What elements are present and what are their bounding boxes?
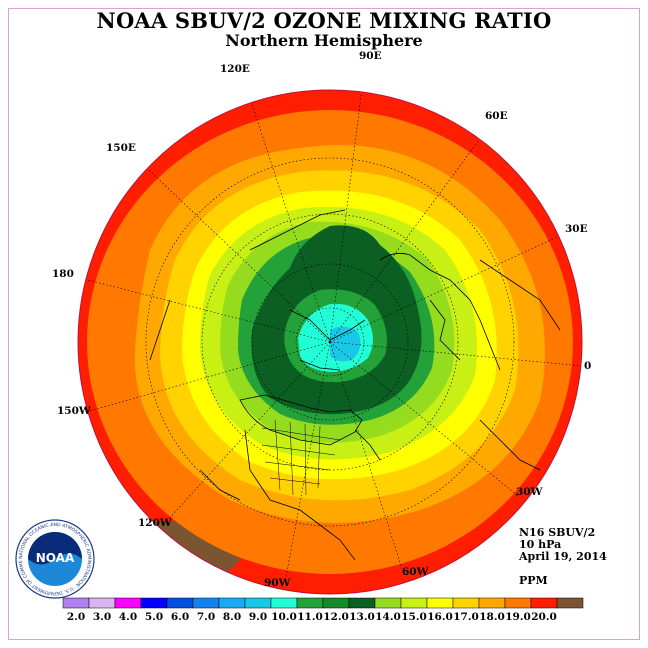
lon-label-60w: 60W bbox=[402, 566, 429, 578]
colorbar-label: 18.0 bbox=[479, 611, 505, 623]
map-outline bbox=[77, 89, 583, 595]
colorbar-swatch bbox=[504, 597, 532, 609]
page-subtitle: Northern Hemisphere bbox=[225, 31, 423, 50]
logo-text: NOAA bbox=[36, 551, 75, 565]
colorbar-label: 10.0 bbox=[271, 611, 297, 623]
noaa-logo: NATIONAL OCEANIC AND ATMOSPHERIC ADMINIS… bbox=[14, 518, 95, 599]
band-8-9 bbox=[330, 326, 361, 362]
colorbar-swatch bbox=[374, 597, 402, 609]
graticule bbox=[78, 90, 582, 583]
lon-label-150w: 150W bbox=[57, 405, 91, 417]
colorbar-swatch bbox=[166, 597, 194, 609]
colorbar-swatch bbox=[270, 597, 298, 609]
plot-frame bbox=[8, 8, 640, 640]
units-label: PPM bbox=[519, 574, 548, 587]
lon-label-90w: 90W bbox=[264, 577, 291, 589]
colorbar-swatch bbox=[192, 597, 220, 609]
colorbar-label: 3.0 bbox=[93, 611, 111, 623]
coastlines bbox=[149, 209, 561, 561]
colorbar-label: 12.0 bbox=[323, 611, 349, 623]
lon-label-60e: 60E bbox=[485, 110, 508, 122]
colorbar-label: 11.0 bbox=[297, 611, 323, 623]
colorbar-label: 15.0 bbox=[401, 611, 427, 623]
date-label: April 19, 2014 bbox=[519, 550, 607, 563]
colorbar-swatch bbox=[62, 597, 90, 609]
colorbar-swatch bbox=[478, 597, 506, 609]
colorbar-label: 6.0 bbox=[171, 611, 189, 623]
lon-label-90e: 90E bbox=[359, 50, 382, 62]
colorbar-label: 5.0 bbox=[145, 611, 163, 623]
colorbar-swatch bbox=[218, 597, 246, 609]
colorbar-label: 8.0 bbox=[223, 611, 241, 623]
colorbar-swatch bbox=[348, 597, 376, 609]
instrument-label: N16 SBUV/2 bbox=[519, 526, 596, 539]
colorbar-label: 19.0 bbox=[505, 611, 531, 623]
lon-label-180: 180 bbox=[52, 268, 74, 280]
colorbar-swatch bbox=[114, 597, 142, 609]
colorbar-label: 9.0 bbox=[249, 611, 267, 623]
lon-label-30w: 30W bbox=[516, 486, 543, 498]
colorbar-label: 17.0 bbox=[453, 611, 479, 623]
colorbar-swatch bbox=[140, 597, 168, 609]
lon-label-120w: 120W bbox=[138, 517, 172, 529]
colorbar-swatch bbox=[244, 597, 272, 609]
colorbar-swatch bbox=[530, 597, 558, 609]
colorbar-swatch bbox=[296, 597, 324, 609]
info-block: N16 SBUV/2 10 hPa April 19, 2014 bbox=[519, 527, 607, 563]
colorbar-swatch bbox=[426, 597, 454, 609]
colorbar-label: 13.0 bbox=[349, 611, 375, 623]
colorbar-label: 14.0 bbox=[375, 611, 401, 623]
lon-label-0: 0 bbox=[584, 360, 592, 372]
colorbar-label: 7.0 bbox=[197, 611, 215, 623]
pressure-level-label: 10 hPa bbox=[519, 538, 562, 551]
page-title: NOAA SBUV/2 OZONE MIXING RATIO bbox=[96, 8, 552, 33]
colorbar-label: 20.0 bbox=[531, 611, 557, 623]
colorbar-swatch bbox=[88, 597, 116, 609]
lon-label-150e: 150E bbox=[106, 142, 136, 154]
lon-label-120e: 120E bbox=[220, 63, 250, 75]
colorbar-label: 4.0 bbox=[119, 611, 137, 623]
colorbar-swatch bbox=[556, 597, 584, 609]
colorbar-swatch bbox=[322, 597, 350, 609]
colorbar-swatch bbox=[400, 597, 428, 609]
colorbar-swatch bbox=[452, 597, 480, 609]
colorbar-label: 2.0 bbox=[67, 611, 85, 623]
state-borders bbox=[261, 419, 341, 496]
colorbar-label: 16.0 bbox=[427, 611, 453, 623]
lon-label-30e: 30E bbox=[565, 223, 588, 235]
